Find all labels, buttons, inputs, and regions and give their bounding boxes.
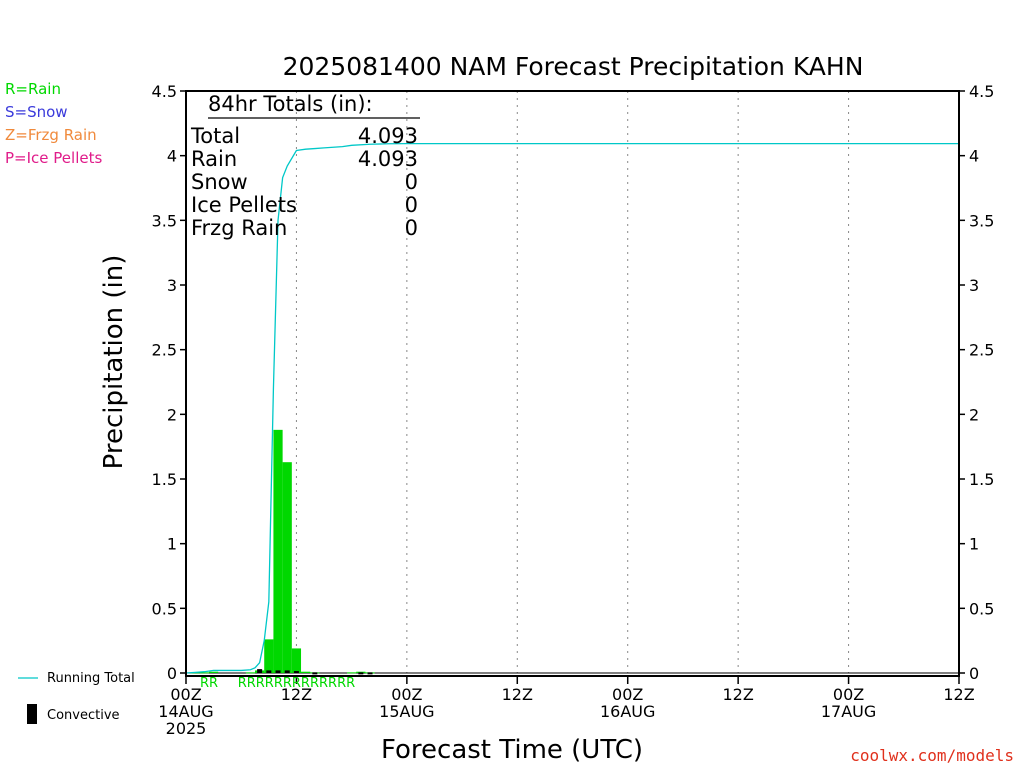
totals-row-label: Snow <box>191 170 248 194</box>
y-tick-label: 2.5 <box>152 341 177 360</box>
y-tick-label: 2 <box>167 405 177 424</box>
precip-bar <box>291 648 302 673</box>
rain-legend: R=Rain <box>5 80 61 98</box>
credit-text: coolwx.com/models <box>850 746 1014 765</box>
convective-bar <box>367 672 373 675</box>
convective-bar <box>275 670 281 673</box>
totals-box: 84hr Totals (in): Total 4.093 Rain 4.093… <box>190 92 420 240</box>
ptype-mark: RR <box>200 676 218 691</box>
y-tick-label-right: 2 <box>969 405 979 424</box>
x-tick-label: 2025 <box>166 719 207 738</box>
totals-row-label: Ice Pellets <box>191 193 297 217</box>
x-tick-label: 12Z <box>722 685 753 704</box>
plot-frame <box>185 90 960 677</box>
x-tick-label: 12Z <box>943 685 974 704</box>
x-tick-label: 00Z <box>170 685 201 704</box>
grid <box>186 91 959 674</box>
y-tick-label: 3.5 <box>152 211 177 230</box>
y-tick-label: 3 <box>167 276 177 295</box>
y-tick-label: 4.5 <box>152 82 177 101</box>
totals-row-label: Rain <box>191 147 237 171</box>
ptype-marks: RR RRRRRRRRRRRRR <box>200 676 355 691</box>
y-tick-label: 1 <box>167 535 177 554</box>
precip-bar <box>209 671 219 673</box>
y-tick-label-right: 2.5 <box>969 341 994 360</box>
totals-heading: 84hr Totals (in): <box>208 92 373 116</box>
y-tick-label: 1.5 <box>152 470 177 489</box>
precip-bar <box>264 639 274 673</box>
y-tick-label: 4 <box>167 147 177 166</box>
y-axis-label: Precipitation (in) <box>99 255 129 470</box>
y-tick-label-right: 0.5 <box>969 599 994 618</box>
y-tick-label-right: 3 <box>969 276 979 295</box>
precip-bars <box>190 429 375 674</box>
precip-bar <box>301 671 311 673</box>
frzg-rain-legend: Z=Frzg Rain <box>5 126 97 144</box>
totals-row-value: 0 <box>405 193 418 217</box>
totals-row-value: 4.093 <box>358 124 418 148</box>
totals-row-value: 0 <box>405 170 418 194</box>
convective-bar <box>293 671 299 674</box>
convective-bar <box>257 669 263 673</box>
y-tick-label-right: 4.5 <box>969 82 994 101</box>
y-tick-label-right: 3.5 <box>969 211 994 230</box>
y-tick-label: 0.5 <box>152 599 177 618</box>
y-tick-label-right: 1.5 <box>969 470 994 489</box>
y-tick-label: 0 <box>167 664 177 683</box>
y-tick-label-right: 0 <box>969 664 979 683</box>
x-tick-label: 00Z <box>391 685 422 704</box>
precip-bar <box>273 429 283 673</box>
convective-bars <box>257 669 373 675</box>
totals-row-value: 0 <box>405 216 418 240</box>
convective-bar <box>266 670 272 673</box>
y-ticks: 0 00.5 0.51 11.5 1.52 22.5 2.53 33.5 3.54 44.5 4.5 <box>152 82 995 683</box>
ptype-mark: RRRRRRRRRRRRR <box>238 676 355 691</box>
precip-bar <box>199 672 210 674</box>
x-tick-label: 00Z <box>612 685 643 704</box>
convective-legend-label: Convective <box>47 708 120 723</box>
y-tick-label-right: 1 <box>969 535 979 554</box>
x-tick-label: 16AUG <box>600 702 655 721</box>
totals-row-label: Frzg Rain <box>191 216 287 240</box>
x-tick-label: 00Z <box>833 685 864 704</box>
x-tick-label: 12Z <box>502 685 533 704</box>
x-tick-label: 17AUG <box>821 702 876 721</box>
precip-bar <box>282 462 292 673</box>
running-total-line <box>185 142 959 674</box>
totals-row-label: Total <box>190 124 240 148</box>
x-axis-label: Forecast Time (UTC) <box>381 735 643 765</box>
chart-title: 2025081400 NAM Forecast Precipitation KA… <box>283 52 864 81</box>
precip-bar <box>245 672 256 674</box>
x-tick-label: 15AUG <box>379 702 434 721</box>
convective-bar <box>284 670 290 673</box>
snow-legend: S=Snow <box>5 103 68 121</box>
convective-bar <box>358 672 364 675</box>
x-tick-label: 12Z <box>281 685 312 704</box>
ice-pellets-legend: P=Ice Pellets <box>5 149 103 167</box>
totals-row-value: 4.093 <box>358 147 418 171</box>
convective-legend-swatch <box>27 704 37 724</box>
y-tick-label-right: 4 <box>969 147 979 166</box>
x-tick-label: 14AUG <box>158 702 213 721</box>
convective-bar <box>312 672 318 675</box>
running-total-legend-label: Running Total <box>47 671 135 686</box>
precip-bar <box>347 672 357 674</box>
